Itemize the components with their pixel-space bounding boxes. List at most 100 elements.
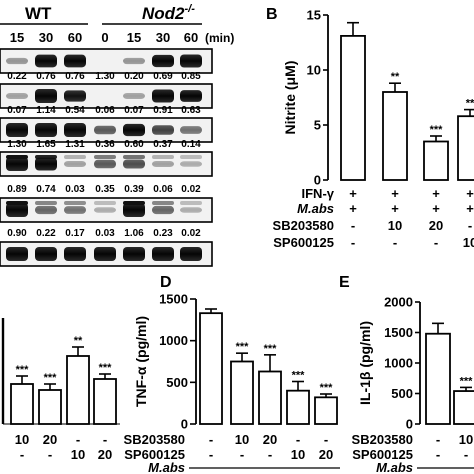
y-axis-label: TNF-α (pg/ml) xyxy=(133,316,149,407)
y-tick-label: 1500 xyxy=(384,325,413,340)
blot-quantification: 0.23 xyxy=(153,228,173,239)
bar xyxy=(425,332,451,425)
blot-quantification: 0.17 xyxy=(65,228,85,239)
blot-band xyxy=(152,205,174,215)
treatment-value: 20 xyxy=(319,447,333,462)
time-point-label: 60 xyxy=(184,30,198,45)
blot-quantification: 0.90 xyxy=(7,228,27,239)
y-tick-label: 5 xyxy=(314,118,321,133)
treatment-row-label: M.abs xyxy=(297,201,334,216)
blot-band xyxy=(123,247,145,261)
treatment-value: 20 xyxy=(429,218,443,233)
blot-band xyxy=(35,54,57,68)
blot-band xyxy=(35,247,57,261)
significance-stars: ** xyxy=(74,335,83,347)
treatment-value: 10 xyxy=(463,235,474,250)
significance-stars: *** xyxy=(292,370,306,382)
blot-band xyxy=(123,201,145,205)
blot-band xyxy=(35,201,57,205)
blot-quantification: 0.60 xyxy=(124,139,144,150)
blot-quantification: 0.76 xyxy=(36,71,56,82)
blot-band xyxy=(94,159,116,169)
blot-band xyxy=(180,54,202,68)
blot-band xyxy=(6,57,28,65)
blot-quantification: 0.20 xyxy=(124,71,144,82)
blot-band xyxy=(123,159,145,169)
time-labels: 15 30 60 0 15 30 60 (min) xyxy=(10,30,235,45)
blot-quantification: 0.02 xyxy=(181,184,201,195)
blot-quantification: 1.31 xyxy=(65,139,85,150)
blot-band xyxy=(64,161,86,167)
bar xyxy=(286,389,310,425)
blot-quantification: 0.37 xyxy=(153,139,173,150)
y-tick-label: 2000 xyxy=(384,295,413,310)
blot-band xyxy=(94,201,116,205)
blot-quantification: 0.54 xyxy=(65,105,85,116)
blot-band xyxy=(180,201,202,205)
blot-band xyxy=(180,161,202,167)
treatment-row-label: SB203580 xyxy=(124,432,185,447)
blot-quantification: 0.89 xyxy=(7,184,27,195)
y-axis-label: Nitrite (μM) xyxy=(282,61,298,135)
treatment-value: - xyxy=(434,235,438,250)
y-axis-label: IL-1β (pg/ml) xyxy=(357,321,373,405)
treatment-value: - xyxy=(20,447,24,462)
treatment-value: + xyxy=(391,201,399,216)
treatment-value: - xyxy=(436,432,440,447)
significance-stars: *** xyxy=(236,341,250,353)
blot-band xyxy=(6,247,28,261)
blot-band xyxy=(35,205,57,215)
treatment-row-label: SB203580 xyxy=(352,432,413,447)
treatment-value: 20 xyxy=(43,432,57,447)
blot-quantification: 0.36 xyxy=(95,139,115,150)
treatment-value: - xyxy=(209,447,213,462)
treatment-value: 10 xyxy=(291,447,305,462)
significance-stars: *** xyxy=(99,362,113,374)
blot-quantification: 0.03 xyxy=(65,184,85,195)
blot-quantification: 0.85 xyxy=(181,71,201,82)
footer-label: M.abs xyxy=(376,460,413,474)
blot-row-loading-control xyxy=(0,241,213,267)
time-point-label: 15 xyxy=(10,30,24,45)
y-tick-label: 1000 xyxy=(384,356,413,371)
y-tick-label: 0 xyxy=(181,417,188,432)
bar xyxy=(199,312,223,425)
bar xyxy=(10,383,34,425)
bar xyxy=(382,91,408,181)
significance-stars: *** xyxy=(320,382,334,394)
significance-stars: ** xyxy=(391,71,400,83)
bar xyxy=(453,390,474,425)
treatment-value: - xyxy=(76,432,80,447)
blot-quantification: 0.76 xyxy=(65,71,85,82)
y-tick-label: 1000 xyxy=(159,333,188,348)
blot-band xyxy=(6,157,28,171)
blot-row xyxy=(0,197,213,223)
blot-band xyxy=(123,203,145,217)
blot-band xyxy=(180,90,202,102)
blot-quantification: 1.06 xyxy=(124,228,144,239)
treatment-value: + xyxy=(349,201,357,216)
blot-band xyxy=(64,247,86,261)
blot-quantification: 0.03 xyxy=(95,228,115,239)
treatment-value: - xyxy=(209,432,213,447)
y-tick-label: 15 xyxy=(307,8,321,23)
significance-stars: *** xyxy=(460,375,474,387)
blot-quantification: 0.07 xyxy=(7,105,27,116)
treatment-value: 20 xyxy=(98,447,112,462)
blot-quantification: 0.63 xyxy=(181,105,201,116)
treatment-value: - xyxy=(436,447,440,462)
blot-band xyxy=(64,54,86,68)
bar xyxy=(93,378,117,425)
treatment-value: 10 xyxy=(459,432,473,447)
y-tick-label: 500 xyxy=(391,386,413,401)
treatment-value: + xyxy=(466,186,474,201)
blot-quantification: 0.69 xyxy=(153,71,173,82)
blot-band xyxy=(123,155,145,159)
treatment-value: - xyxy=(48,447,52,462)
treatment-value: - xyxy=(103,432,107,447)
blot-band xyxy=(180,207,202,213)
blot-band xyxy=(64,123,86,137)
significance-stars: ** xyxy=(466,98,474,110)
blot-band xyxy=(152,125,174,135)
time-point-label: 0 xyxy=(101,30,108,45)
